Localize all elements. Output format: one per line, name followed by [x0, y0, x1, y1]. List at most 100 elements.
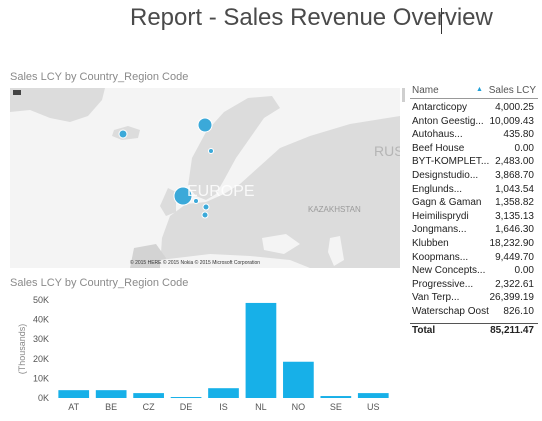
map-land-scandinavia	[188, 96, 280, 200]
y-axis-label: (Thousands)	[17, 324, 27, 375]
map-attribution: © 2015 HERE © 2015 Nokia © 2015 Microsof…	[130, 259, 260, 266]
row-sales-value: 10,009.43	[489, 115, 535, 127]
row-name: Autohaus...	[412, 129, 463, 141]
table-row[interactable]: Gagn & Gaman 1,358.82	[410, 196, 538, 210]
table-row[interactable]: New Concepts... 0.00	[410, 264, 538, 278]
y-tick-label: 40K	[33, 315, 49, 325]
column-header-sales[interactable]: Sales LCY	[488, 85, 536, 96]
map-label-kazakhstan: KAZAKHSTAN	[308, 205, 361, 214]
x-tick-label: CZ	[143, 402, 155, 412]
table-row[interactable]: Koopmans... 9,449.70	[410, 251, 538, 265]
row-sales-value: 4,000.25	[495, 102, 534, 113]
map-bubble-se[interactable]	[208, 148, 214, 154]
map-bubble-de[interactable]	[193, 198, 199, 204]
bar-be[interactable]	[95, 390, 127, 398]
bar-at[interactable]	[58, 390, 90, 398]
x-tick-label: BE	[105, 402, 117, 412]
row-sales-value: 9,449.70	[495, 251, 534, 263]
row-name: BYT-KOMPLET...	[412, 156, 490, 168]
y-tick-label: 0K	[38, 393, 49, 403]
map-water-caspian	[328, 236, 344, 266]
x-tick-label: SE	[330, 402, 342, 412]
map-bubble-nl[interactable]	[173, 186, 193, 206]
row-name: Van Terp...	[412, 292, 460, 304]
bar-de[interactable]	[170, 397, 202, 399]
table-row[interactable]: Klubben 18,232.90	[410, 237, 538, 251]
table-row[interactable]: Autohaus... 435.80	[410, 128, 538, 142]
map-tile-title: Sales LCY by Country_Region Code	[10, 71, 189, 83]
table-row[interactable]: Van Terp... 26,399.19	[410, 291, 538, 305]
row-name: Designstudio...	[412, 170, 479, 181]
row-sales-value: 26,399.19	[489, 292, 535, 304]
x-tick-label: NO	[292, 402, 306, 412]
sales-table[interactable]: Name ▲ Sales LCY Antarcticopy 4,000.25 Ant…	[410, 82, 538, 340]
table-row[interactable]: Anton Geestig... 10,009.43	[410, 115, 538, 129]
sort-ascending-icon[interactable]: ▲	[476, 86, 483, 93]
map-visual[interactable]: EUROPE KAZAKHSTAN RUS © 2015 HERE © 2015…	[10, 88, 400, 268]
map-bubble-is[interactable]	[118, 129, 128, 139]
row-sales-value: 2,322.61	[495, 278, 534, 290]
x-tick-label: AT	[68, 402, 79, 412]
row-name: Englunds...	[412, 183, 463, 195]
europe-map[interactable]: EUROPE KAZAKHSTAN RUS © 2015 HERE © 2015…	[10, 88, 400, 268]
bar-no[interactable]	[283, 361, 314, 398]
bar-chart[interactable]: 0K 10K 20K 30K 40K 50K (Thousands) AT BE CZ DE IS NL…	[0, 292, 400, 421]
table-row[interactable]: BYT-KOMPLET... 2,483.00	[410, 155, 538, 169]
total-value: 85,211.47	[490, 324, 534, 336]
table-row[interactable]: Waterschap Oost 826.10	[410, 305, 538, 319]
table-row[interactable]: Jongmans... 1,646.30	[410, 223, 538, 237]
map-land-greenland	[10, 88, 105, 122]
map-bubble-no[interactable]	[197, 117, 213, 133]
row-sales-value: 2,483.00	[495, 156, 534, 168]
row-name: New Concepts...	[412, 265, 486, 277]
y-tick-label: 20K	[33, 354, 49, 364]
table-row[interactable]: Beef House 0.00	[410, 142, 538, 156]
table-row[interactable]: Antarcticopy 4,000.25	[410, 101, 538, 115]
text-cursor	[441, 8, 442, 34]
y-tick-label: 30K	[33, 334, 49, 344]
y-tick-label: 10K	[33, 373, 49, 383]
map-water-mediterranean	[160, 254, 310, 268]
table-row[interactable]: Progressive... 2,322.61	[410, 278, 538, 292]
bar-se[interactable]	[320, 396, 352, 398]
map-bubble-at[interactable]	[201, 211, 209, 219]
map-label-europe: EUROPE	[187, 183, 255, 200]
x-tick-label: DE	[180, 402, 193, 412]
row-sales-value: 435.80	[503, 129, 534, 141]
report-title: Report - Sales Revenue Overview	[130, 4, 493, 31]
map-land-uk	[160, 188, 176, 216]
bar-us[interactable]	[357, 393, 389, 398]
row-name: Progressive...	[412, 278, 474, 290]
x-tick-label: NL	[255, 402, 267, 412]
map-bubble-cz[interactable]	[202, 203, 210, 211]
row-sales-value: 1,043.54	[495, 183, 534, 195]
row-sales-value: 826.10	[503, 306, 534, 317]
bar-nl[interactable]	[245, 302, 277, 398]
row-name: Beef House	[412, 142, 465, 154]
row-sales-value: 18,232.90	[489, 238, 535, 249]
row-name: Waterschap Oost	[412, 306, 489, 317]
row-name: Heimilisprydi	[412, 210, 469, 222]
bar-cz[interactable]	[133, 393, 164, 398]
bing-logo-icon	[13, 90, 21, 95]
row-name: Anton Geestig...	[412, 115, 484, 127]
bar-is[interactable]	[208, 388, 239, 398]
row-sales-value: 3,135.13	[495, 210, 534, 222]
row-sales-value: 1,646.30	[495, 224, 534, 236]
bar-chart-title: Sales LCY by Country_Region Code	[10, 277, 189, 289]
map-land-iberia	[130, 244, 166, 268]
total-label: Total	[412, 324, 436, 336]
row-sales-value: 3,868.70	[495, 170, 534, 181]
row-name: Koopmans...	[412, 251, 469, 263]
table-total-row: Total 85,211.47	[410, 322, 538, 338]
map-scrollbar[interactable]	[402, 88, 405, 102]
table-row[interactable]: Englunds... 1,043.54	[410, 183, 538, 197]
table-row[interactable]: Heimilisprydi 3,135.13	[410, 210, 538, 224]
table-row[interactable]: Designstudio... 3,868.70	[410, 169, 538, 183]
row-name: Gagn & Gaman	[412, 197, 482, 209]
x-tick-label: IS	[219, 402, 228, 412]
map-land-mainland	[160, 116, 400, 268]
column-header-name[interactable]: Name	[412, 85, 439, 96]
map-water-black-sea	[262, 234, 300, 254]
row-sales-value: 0.00	[514, 265, 534, 277]
